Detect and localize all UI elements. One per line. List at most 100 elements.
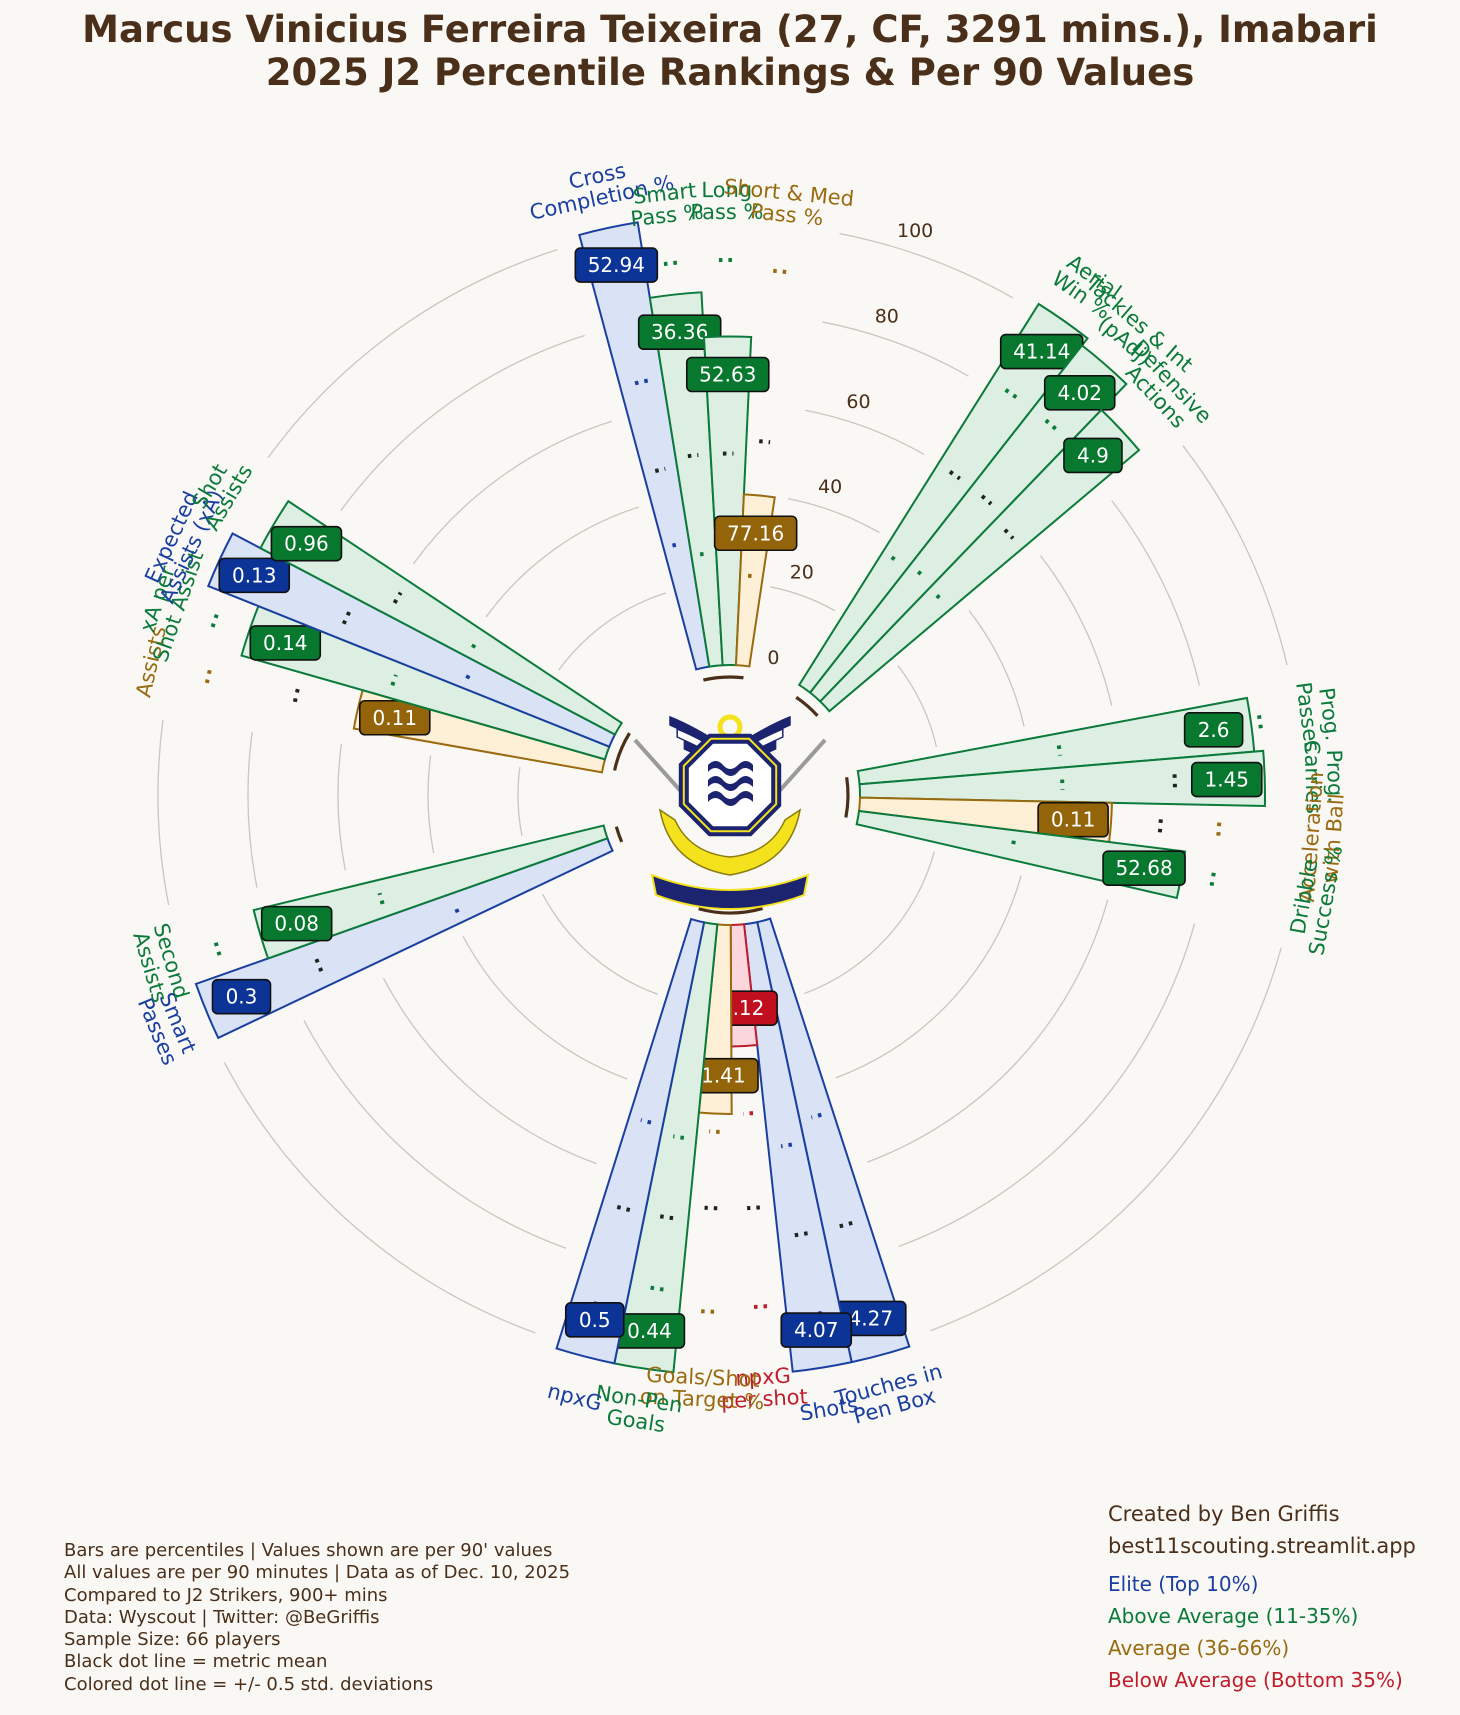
metric-label: Prog.Carries [1300,739,1348,815]
value-label: 77.16 [727,521,784,545]
chart-title-line1: Marcus Vinicius Ferreira Teixeira (27, C… [82,8,1378,51]
sd-low-dot-line [1010,840,1016,850]
metric-label-line: per shot [720,1385,808,1414]
sd-low-dot-line [916,570,927,580]
sd-low-dot-line [470,638,480,649]
value-badge [211,978,272,1015]
value-badge [574,247,659,283]
metric-label: npxG [545,1379,605,1416]
value-label: 0.5 [579,1308,611,1332]
mean-dot-line [314,957,324,972]
percentile-bar [818,408,1141,713]
crest-wave [708,761,753,776]
value-label: 0.14 [263,631,308,655]
mean-dot-line [838,1220,853,1229]
value-badge [260,905,333,942]
value-label: 52.63 [699,363,756,387]
metric-bar: 0.3 [194,837,614,1040]
value-badge [270,525,343,562]
ring-gridline [1182,445,1288,666]
value-badge [1183,711,1244,748]
sd-low-dot-line [780,1142,793,1149]
sd-high-dot-line [663,260,681,267]
value-label: 0.11 [1051,808,1096,832]
value-label: 36.36 [651,320,708,344]
credit-site: best11scouting.streamlit.app [1108,1534,1416,1558]
crest-ribbon [650,873,810,910]
ring-gridline [1039,555,1113,707]
group-inner-arc [844,777,850,818]
metric-label: SecondAssists [128,920,194,1007]
metric-label-line: Carries [1300,739,1326,814]
ring-gridline [558,592,667,671]
ring-gridline [835,875,1022,1079]
value-label: 4.27 [849,1306,894,1330]
group-inner-arc [698,906,763,915]
ring-gridline [770,586,836,612]
metric-bar: 0.08 [212,824,609,960]
percentile-bar [252,824,609,960]
value-badge [685,356,770,393]
ring-tick-label: 100 [897,220,933,242]
ring-gridline [427,755,435,854]
percentile-bars: 41.144.024.92.61.450.1152.684.274.070.12… [194,221,1266,1374]
sd-high-dot-line [751,1304,768,1310]
tier-legend: Elite (Top 10%) Above Average (11-35%) A… [1108,1568,1403,1696]
ring-gridline [867,899,1109,1163]
value-label: 2.6 [1198,718,1230,742]
ring-gridline [412,420,612,565]
crest-anchor [658,808,802,876]
mean-dot-line [392,591,403,604]
value-badge [564,1302,625,1338]
metric-label: Goals/Shoton Target % [639,1363,765,1415]
value-badge [713,515,798,552]
mean-dot-line [654,466,666,473]
value-label: 4.9 [1077,443,1109,467]
ring-gridline [805,409,925,455]
mean-dot-line [747,1205,760,1211]
value-label: 0.96 [284,532,329,556]
percentile-bar [194,837,614,1040]
sd-high-dot-line [1044,418,1059,432]
metric-bar: 1.45 [858,749,1266,807]
value-badge [249,625,322,661]
metric-bar: 4.27 [756,917,911,1364]
sd-high-dot-line [634,378,649,386]
ring-gridline [485,506,640,618]
metric-bar: 0.96 [259,499,624,736]
ring-gridline [267,249,558,459]
percentile-bar [555,917,706,1365]
ring-tick-label: 60 [846,391,870,413]
value-label: 52.68 [1115,856,1172,880]
value-badge [1102,850,1186,886]
mean-dot-line [793,1231,808,1238]
ring-tick-label: 40 [818,476,842,498]
value-badge [1190,761,1263,798]
group-inner-arc [614,826,624,843]
footer-note: Data: Wyscout | Twitter: @BeGriffis [64,1606,380,1628]
mean-dot-line [341,611,351,625]
ring-gridline [968,610,1025,727]
metric-bar: 0.5 [555,917,706,1365]
sd-high-dot-line [212,938,222,956]
metric-bar: 0.11 [204,666,607,774]
metric-bar: 77.16 [713,268,798,668]
metric-label-line: Prog. [1322,749,1348,803]
sd-low-dot-line [640,1118,652,1125]
value-label: 0.11 [373,706,418,730]
metric-label: Long Pass % [690,178,763,224]
mean-dot-line [292,687,300,703]
metric-label-line: Long [701,178,752,202]
crest-wave [708,791,753,806]
percentile-bar [742,920,853,1373]
mean-dot-line [759,439,771,445]
ring-gridline [223,1062,536,1334]
metric-bar: 2.6 [856,696,1264,786]
imabari-crest-icon [633,714,827,910]
sd-low-dot-line [743,1111,754,1116]
value-label: 4.02 [1057,381,1102,405]
legend-item-average: Average (36-66%) [1108,1636,1290,1660]
value-badge [637,314,722,351]
crest-wave [708,776,753,791]
